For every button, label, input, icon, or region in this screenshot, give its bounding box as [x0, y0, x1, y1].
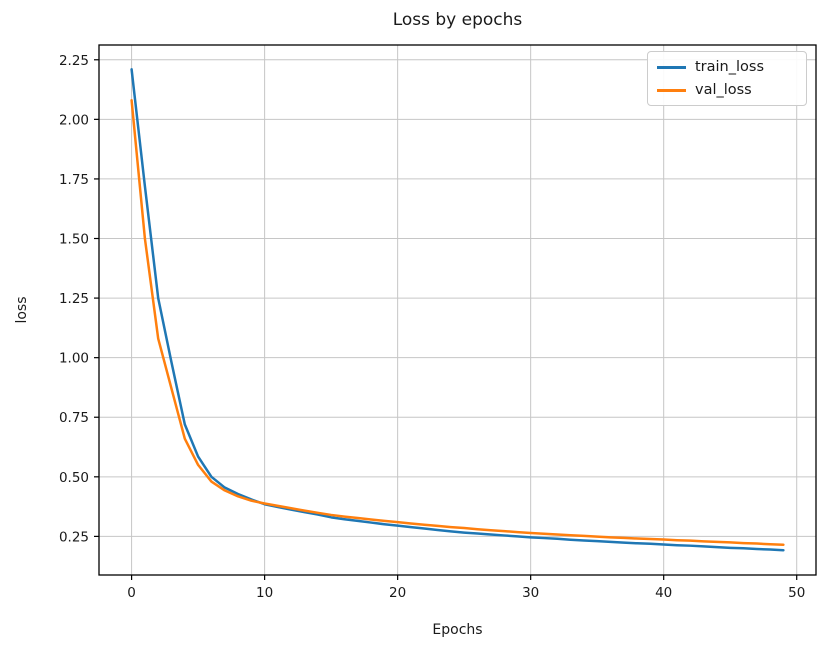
- axes-spines: [98, 44, 817, 576]
- x-tick-label: 10: [256, 585, 273, 601]
- train-loss-line-sample: [656, 65, 686, 69]
- chart-title: Loss by epochs: [392, 10, 523, 30]
- loss-line-chart: 0 10 20 30 40 50 0.25 0.50 0.75 1.00 1.25 1.50 1.75 2…: [59, 44, 817, 601]
- val-loss-line-sample: [656, 88, 686, 92]
- y-axis-label: loss: [14, 296, 30, 324]
- x-tick-label: 40: [655, 585, 672, 601]
- y-tick-label: 0.50: [59, 470, 89, 486]
- x-tick-label: 30: [522, 585, 539, 601]
- y-tick-label: 0.75: [59, 410, 89, 426]
- x-axis-label: Epochs: [432, 622, 483, 638]
- legend: train_loss val_loss: [646, 51, 807, 106]
- legend-label-train-loss: train_loss: [694, 59, 764, 75]
- x-tick-label: 50: [788, 585, 805, 601]
- x-tick-label: 0: [127, 585, 136, 601]
- legend-item-val-loss: val_loss: [656, 82, 796, 98]
- y-tick-label: 1.00: [59, 351, 89, 367]
- y-tick-label: 2.25: [59, 53, 89, 69]
- x-tick-label: 20: [389, 585, 406, 601]
- y-tick-label: 1.50: [59, 232, 89, 248]
- legend-item-train-loss: train_loss: [656, 59, 796, 75]
- y-tick-label: 1.75: [59, 172, 89, 188]
- y-tick-label: 1.25: [59, 291, 89, 307]
- legend-label-val-loss: val_loss: [694, 82, 752, 98]
- plot-area: 0 10 20 30 40 50 0.25 0.50 0.75 1.00 1.25 1.50 1.75 2…: [59, 44, 817, 601]
- train_loss-line: [130, 68, 785, 552]
- y-tick-label: 0.25: [59, 529, 89, 545]
- val_loss-line: [130, 99, 785, 546]
- y-tick-label: 2.00: [59, 112, 89, 128]
